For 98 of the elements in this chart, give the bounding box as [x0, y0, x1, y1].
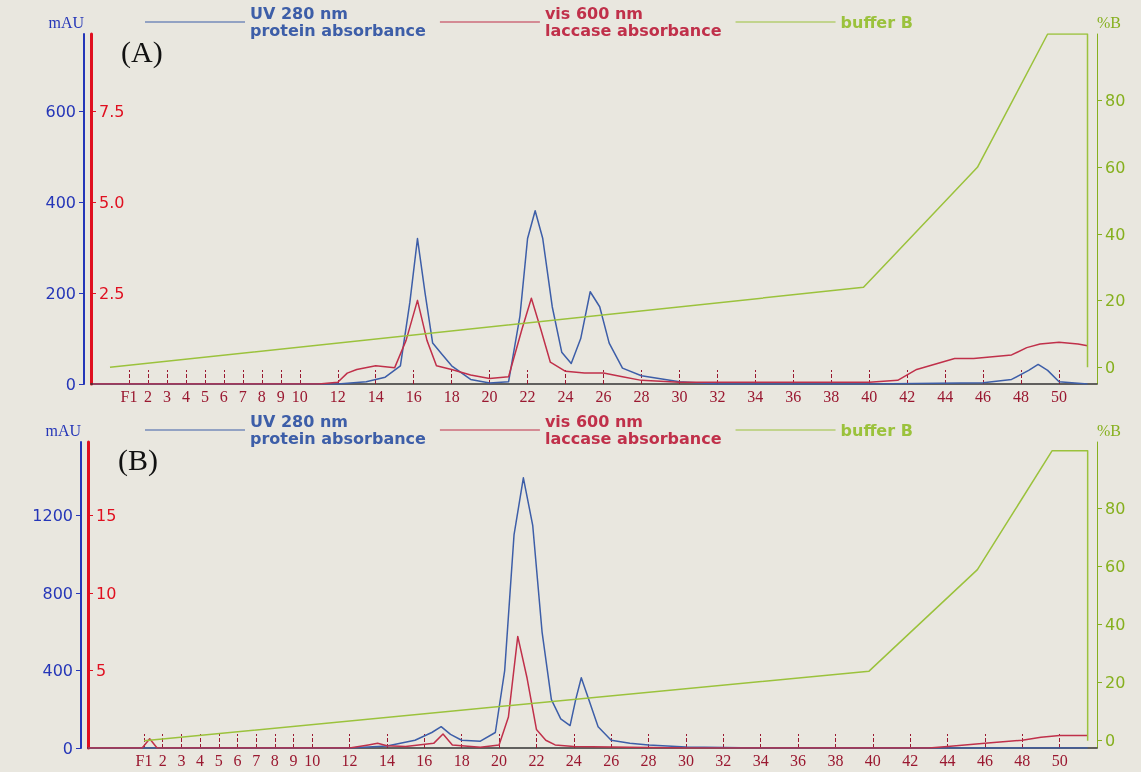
y2-tick-label: 15: [96, 506, 117, 526]
x-tick-label: 38: [823, 387, 840, 405]
x-tick-label: 10: [291, 387, 308, 405]
x-tick-label: 12: [329, 387, 346, 405]
y3-axis-title: %B: [1097, 13, 1121, 31]
x-tick-label: 16: [405, 387, 422, 405]
x-tick-label: 48: [1014, 751, 1031, 769]
x-tick-label: 26: [595, 387, 612, 405]
y3-tick-label: 60: [1105, 157, 1126, 177]
x-tick-label: 50: [1051, 751, 1068, 769]
x-tick-label: 8: [257, 387, 266, 405]
x-tick-label: 8: [270, 751, 279, 769]
x-tick-label: 22: [519, 387, 536, 405]
x-tick-label: 14: [378, 751, 395, 769]
y-tick-label: 0: [62, 738, 73, 758]
x-tick-label: 20: [491, 751, 508, 769]
y-tick-label: 400: [45, 192, 76, 212]
x-tick-label: 18: [443, 387, 460, 405]
y3-tick-label: 40: [1105, 224, 1126, 244]
y-tick-label: 0: [65, 374, 76, 394]
x-tick-label: 42: [902, 751, 919, 769]
x-tick-label: 7: [252, 751, 261, 769]
x-tick-label: 46: [975, 387, 992, 405]
x-tick-label: 18: [453, 751, 470, 769]
y2-tick-label: 7.5: [99, 101, 125, 121]
x-tick-label: 9: [276, 387, 285, 405]
y-tick-label: 800: [42, 583, 73, 603]
y-tick-label: 200: [45, 283, 76, 303]
x-tick-label: 32: [709, 387, 726, 405]
x-tick-label: 30: [677, 751, 694, 769]
x-tick-label: 4: [181, 387, 190, 405]
x-tick-label: 26: [603, 751, 620, 769]
x-tick-label: 16: [416, 751, 433, 769]
x-tick-label: 50: [1051, 387, 1068, 405]
x-tick-label: 24: [565, 751, 582, 769]
x-tick-label: 40: [861, 387, 878, 405]
x-tick-label: 3: [177, 751, 186, 769]
text: buffer B: [840, 12, 913, 32]
y3-tick-label: 40: [1105, 615, 1126, 635]
text: vis 600 nm laccase absorbance: [544, 412, 722, 448]
x-tick-label: 32: [715, 751, 732, 769]
x-tick-label: 3: [162, 387, 171, 405]
y-axis-title: mAU: [48, 13, 85, 31]
y-tick-label: 1200: [32, 506, 73, 526]
x-tick-label: 22: [528, 751, 545, 769]
y3-tick-label: 80: [1105, 499, 1126, 519]
x-tick-label: 2: [158, 751, 167, 769]
x-tick-label: 12: [341, 751, 358, 769]
x-tick-label: 9: [289, 751, 298, 769]
x-tick-label: 38: [827, 751, 844, 769]
x-tick-label: 2: [143, 387, 152, 405]
x-tick-label: 44: [937, 387, 954, 405]
x-tick-label: 34: [752, 751, 769, 769]
y2-tick-label: 5.0: [99, 192, 125, 212]
y-tick-label: 400: [42, 661, 73, 681]
annotation: (A): [121, 34, 163, 69]
x-tick-label: 7: [238, 387, 247, 405]
y3-tick-label: 60: [1105, 557, 1126, 577]
y3-tick-label: 20: [1105, 291, 1126, 311]
x-tick-label: 4: [196, 751, 205, 769]
x-tick-label: 30: [671, 387, 688, 405]
x-tick-label: 46: [976, 751, 993, 769]
y3-tick-label: 20: [1105, 673, 1126, 693]
text: vis 600 nm laccase absorbance: [544, 4, 722, 40]
x-tick-label: 14: [367, 387, 384, 405]
y3-tick-label: 0: [1105, 357, 1116, 377]
annotation: (B): [118, 442, 158, 477]
x-tick-label: 24: [557, 387, 574, 405]
x-tick-label: 28: [633, 387, 650, 405]
x-tick-label: 20: [481, 387, 498, 405]
x-tick-label: 28: [640, 751, 657, 769]
y2-tick-label: 2.5: [99, 283, 125, 303]
text: buffer B: [840, 420, 913, 440]
x-tick-label: F1: [120, 387, 138, 405]
x-tick-label: 48: [1013, 387, 1030, 405]
line-series: [92, 297, 1089, 385]
x-tick-label: 5: [214, 751, 223, 769]
x-tick-label: 42: [899, 387, 916, 405]
text: UV 280 nm protein absorbance: [250, 412, 427, 448]
y-axis-title: mAU: [45, 421, 82, 439]
y3-tick-label: 80: [1105, 91, 1126, 111]
x-tick-label: 34: [747, 387, 764, 405]
x-tick-label: 36: [785, 387, 802, 405]
y2-tick-label: 10: [96, 583, 117, 603]
x-tick-label: 6: [219, 387, 228, 405]
x-tick-label: 6: [233, 751, 242, 769]
y2-tick-label: 5: [96, 661, 107, 681]
x-tick-label: F1: [135, 751, 153, 769]
text: UV 280 nm protein absorbance: [250, 4, 427, 40]
x-tick-label: 10: [304, 751, 321, 769]
x-tick-label: 40: [864, 751, 881, 769]
y-tick-label: 600: [45, 101, 76, 121]
y3-tick-label: 0: [1105, 731, 1116, 751]
y3-axis-title: %B: [1097, 421, 1121, 439]
x-tick-label: 36: [790, 751, 807, 769]
x-tick-label: 5: [200, 387, 209, 405]
line-series: [87, 635, 1089, 749]
x-tick-label: 44: [939, 751, 956, 769]
